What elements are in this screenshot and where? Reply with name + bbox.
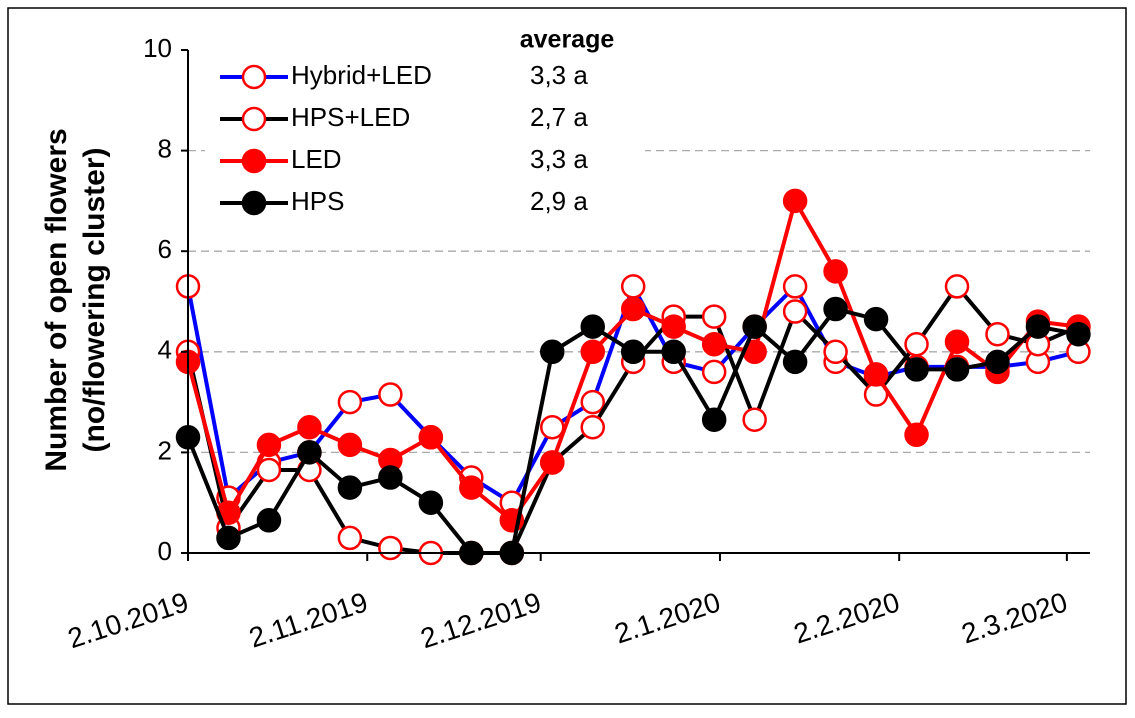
legend: average Hybrid+LED 3,3 a HPS+LED 2,7 a LED 3,3…: [205, 26, 645, 250]
y-tick-label: 6: [158, 234, 172, 264]
data-point: [580, 389, 605, 415]
data-point: [944, 329, 970, 354]
y-tick-label: 4: [158, 335, 172, 365]
data-point: [418, 490, 444, 515]
data-point: [418, 425, 444, 450]
legend-marker: [241, 190, 267, 216]
legend-label: LED: [291, 144, 342, 174]
data-point: [944, 274, 970, 299]
data-point: [378, 465, 403, 490]
y-axis-label: (no/flowering cluster): [78, 147, 111, 452]
data-point: [782, 349, 808, 375]
data-point: [620, 339, 646, 365]
data-point: [216, 525, 241, 551]
legend-marker: [241, 148, 267, 174]
y-axis-label: Number of open flowers: [40, 128, 73, 471]
data-point: [904, 357, 929, 382]
data-point: [256, 432, 282, 458]
data-point: [823, 259, 848, 284]
legend-average: 2,9 a: [530, 186, 588, 216]
data-point: [297, 415, 322, 440]
data-point: [256, 457, 282, 483]
legend-label: Hybrid+LED: [291, 60, 432, 90]
data-point: [540, 415, 565, 440]
data-point: [337, 389, 363, 415]
data-point: [540, 450, 565, 475]
data-point: [904, 332, 929, 357]
data-point: [701, 359, 727, 385]
data-point: [661, 339, 686, 365]
legend-average: 3,3 a: [530, 144, 588, 174]
legend-label: HPS+LED: [291, 102, 410, 132]
data-point: [1025, 314, 1051, 339]
data-point: [661, 314, 686, 339]
y-tick-label: 10: [143, 33, 172, 63]
data-point: [742, 407, 767, 432]
data-point: [944, 357, 970, 382]
data-point: [620, 274, 646, 299]
data-point: [620, 296, 646, 322]
y-tick-label: 8: [158, 133, 172, 163]
data-point: [701, 332, 727, 357]
data-point: [580, 415, 605, 440]
data-point: [378, 382, 403, 407]
legend-label: HPS: [291, 186, 344, 216]
data-point: [701, 304, 727, 329]
data-point: [459, 475, 484, 500]
legend-average: 3,3 a: [530, 60, 588, 90]
data-point: [904, 422, 929, 448]
legend-title: average: [520, 26, 615, 54]
legend-marker: [241, 106, 267, 132]
data-point: [540, 339, 565, 365]
y-tick-label: 0: [158, 536, 172, 566]
data-point: [337, 475, 363, 500]
data-point: [701, 407, 727, 432]
data-point: [337, 525, 363, 551]
lines: [175, 188, 1091, 566]
data-point: [985, 321, 1010, 347]
data-point: [985, 349, 1010, 375]
data-point: [580, 339, 605, 365]
data-point: [1066, 321, 1091, 347]
data-point: [823, 339, 848, 365]
data-point: [782, 299, 808, 324]
data-point: [782, 188, 808, 214]
data-point: [378, 535, 403, 561]
data-point: [863, 362, 889, 387]
data-point: [863, 306, 889, 332]
data-point: [742, 314, 767, 339]
data-point: [297, 440, 322, 465]
legend-average: 2,7 a: [530, 102, 588, 132]
data-point: [823, 296, 848, 322]
y-tick-label: 2: [158, 435, 172, 465]
data-point: [256, 508, 282, 533]
legend-marker: [241, 64, 267, 90]
data-point: [337, 432, 363, 458]
data-point: [782, 274, 808, 299]
data-point: [580, 314, 605, 339]
